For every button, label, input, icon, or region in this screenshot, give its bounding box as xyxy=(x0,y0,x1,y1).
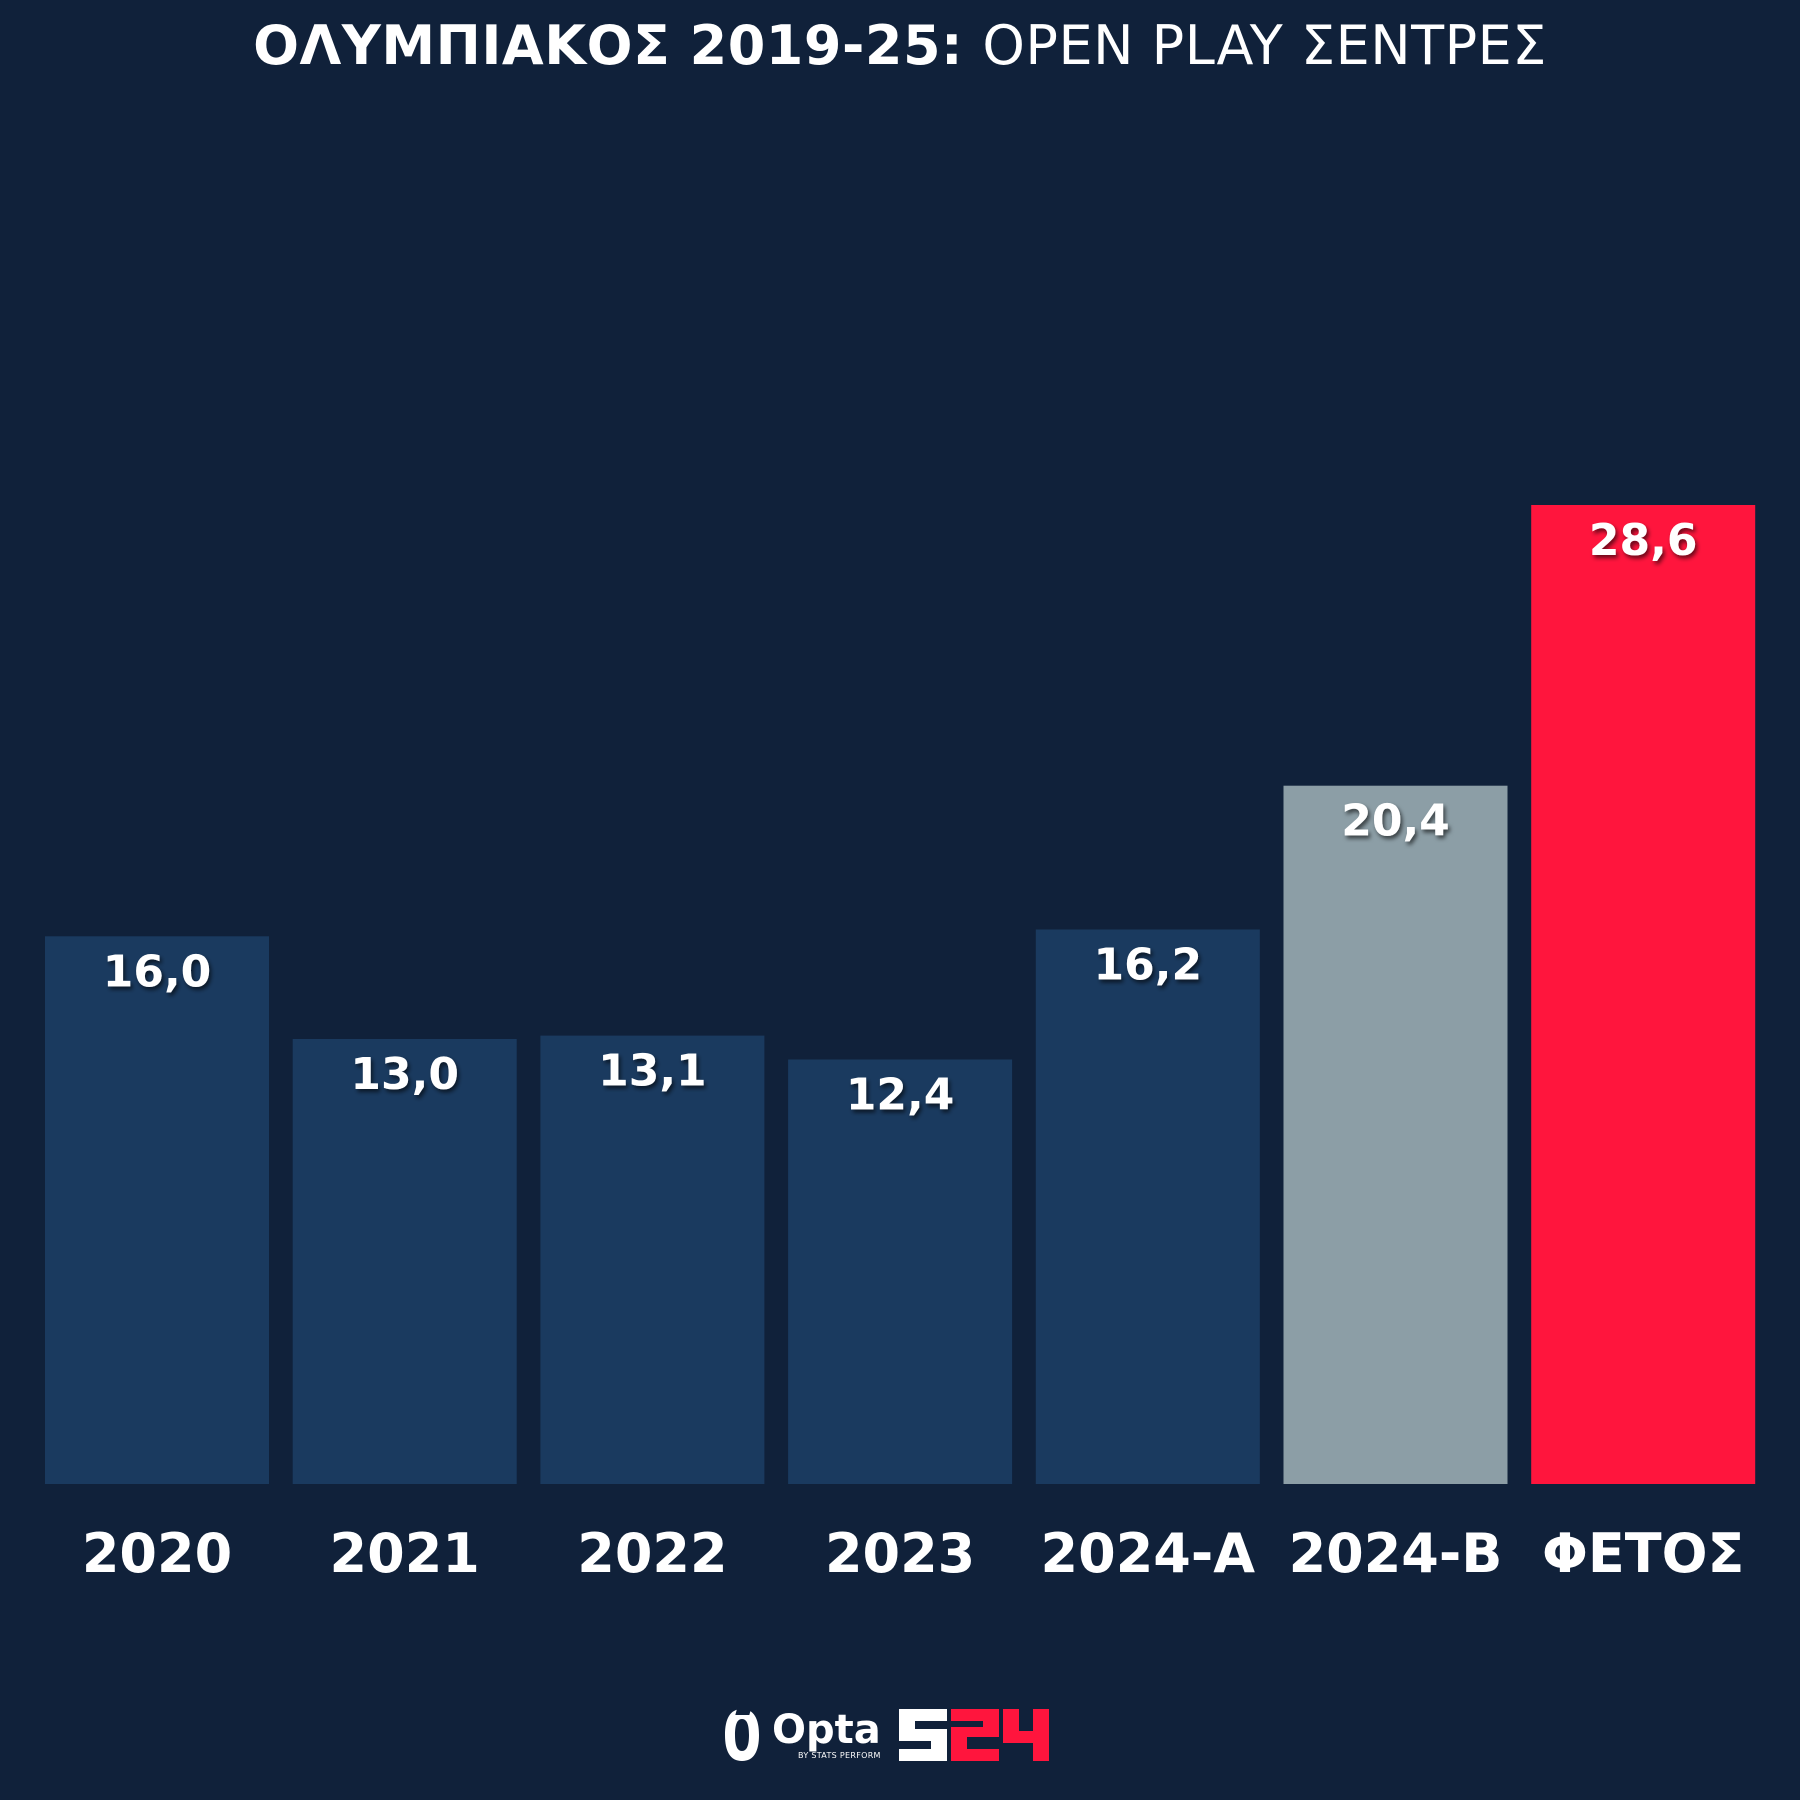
value-label: 16,0 xyxy=(103,946,212,997)
footer-logos: Opta BY STATS PERFORM xyxy=(720,1700,1055,1770)
x-tick-label: 2023 xyxy=(825,1522,975,1585)
bar-2020 xyxy=(45,936,269,1484)
opta-subtitle: BY STATS PERFORM xyxy=(797,1751,881,1760)
opta-name: Opta xyxy=(772,1707,881,1753)
value-label: 13,1 xyxy=(598,1046,707,1097)
opta-logo: Opta BY STATS PERFORM xyxy=(720,1703,881,1767)
s24-logo xyxy=(898,1709,1049,1761)
x-tick-label: ΦΕΤΟΣ xyxy=(1542,1522,1744,1585)
value-label: 12,4 xyxy=(846,1070,955,1121)
opta-mark-icon xyxy=(725,1705,759,1761)
bar-2021 xyxy=(292,1039,517,1484)
bars-group xyxy=(45,505,1756,1484)
x-tick-label: 2022 xyxy=(577,1522,727,1585)
x-tick-label: 2020 xyxy=(82,1522,232,1585)
bar-2023 xyxy=(788,1059,1013,1484)
x-tick-label: 2024-B xyxy=(1289,1522,1503,1585)
bar-2024-a xyxy=(1035,929,1260,1484)
x-tick-labels-group: 2020 2021 2022 2023 2024-A 2024-B ΦΕΤΟΣ xyxy=(82,1522,1745,1585)
chart-title-bold: ΟΛΥΜΠΙΑΚΟΣ 2019-25: xyxy=(253,14,964,77)
value-labels-group: 16,0 13,0 13,1 12,4 16,2 20,4 28,6 xyxy=(103,515,1698,1121)
chart-title: ΟΛΥΜΠΙΑΚΟΣ 2019-25: OPEN PLAY ΣΕΝΤΡΕΣ xyxy=(0,14,1800,77)
value-label: 16,2 xyxy=(1094,940,1203,991)
x-tick-label: 2024-A xyxy=(1041,1522,1256,1585)
bar-chart: 16,013,0 13,1 12,416,220,428,6 2020 2021 202… xyxy=(45,505,1756,1585)
bar-φετος xyxy=(1531,505,1756,1484)
chart-title-light: OPEN PLAY ΣΕΝΤΡΕΣ xyxy=(982,14,1547,77)
value-label: 13,0 xyxy=(350,1049,459,1100)
x-tick-label: 2021 xyxy=(330,1522,480,1585)
value-label: 28,6 xyxy=(1589,515,1698,566)
bar-2022 xyxy=(540,1035,765,1484)
value-label: 20,4 xyxy=(1341,796,1450,847)
bar-2024-b xyxy=(1283,785,1508,1484)
